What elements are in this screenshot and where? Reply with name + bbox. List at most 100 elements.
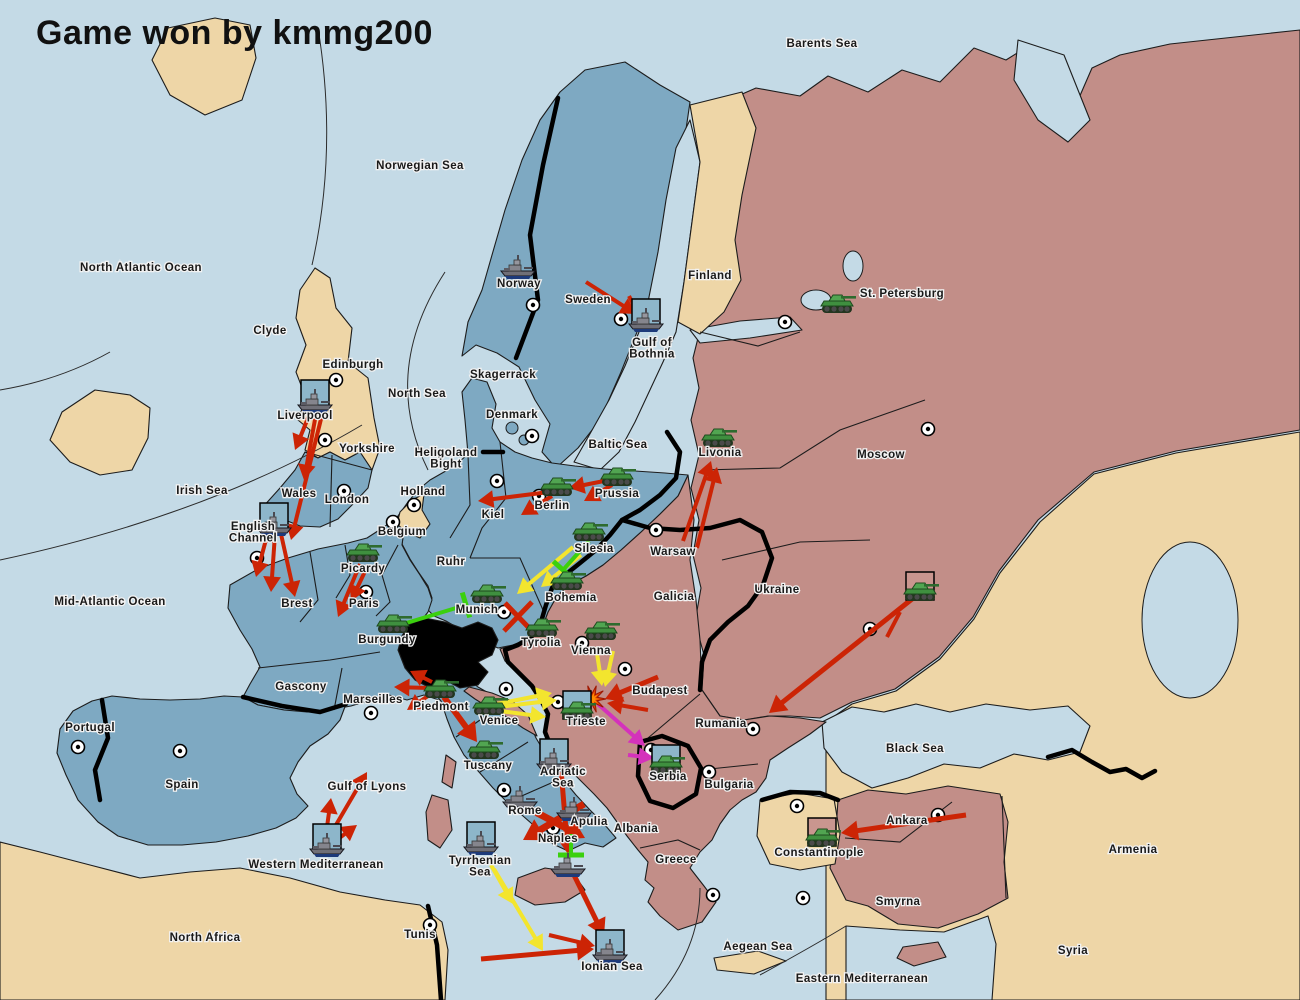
order-arrow-yellow xyxy=(499,706,546,724)
landmass-ireland xyxy=(49,389,151,476)
label-north-atlantic-ocean: North Atlantic Ocean xyxy=(80,262,202,274)
order-arrow-red xyxy=(251,531,270,577)
supply-center-dot xyxy=(385,514,401,530)
unit-layer xyxy=(256,254,940,964)
label-serbia: Serbia xyxy=(649,771,687,783)
label-gascony: Gascony xyxy=(275,681,327,693)
army-unit-serbia xyxy=(649,744,686,775)
label-western-mediterranean: Western Mediterranean xyxy=(248,859,383,871)
label-albania: Albania xyxy=(614,823,659,835)
label-english-channel: English Channel xyxy=(229,521,277,545)
army-unit-trieste xyxy=(560,690,597,721)
label-trieste: Trieste xyxy=(566,716,606,728)
supply-center-layer xyxy=(70,297,946,933)
label-ukraine: Ukraine xyxy=(755,584,800,596)
order-arrow-red xyxy=(695,467,722,549)
landmasses xyxy=(0,17,1300,1000)
order-arrow-red xyxy=(584,483,613,502)
fleet-unit-adriatic-sea xyxy=(536,738,572,773)
order-arrow-red xyxy=(607,696,649,715)
label-north-sea: North Sea xyxy=(388,388,446,400)
label-tyrolia: Tyrolia xyxy=(521,637,561,649)
landmass-south-england-wales xyxy=(261,451,373,528)
label-piedmont: Piedmont xyxy=(413,701,469,713)
order-arrow-red xyxy=(292,412,312,450)
label-tunis: Tunis xyxy=(404,929,436,941)
fleet-unit-english-channel xyxy=(256,502,292,537)
danish-island xyxy=(505,421,519,435)
label-belgium: Belgium xyxy=(378,526,426,538)
order-arrow-red xyxy=(605,674,659,702)
label-picardy: Picardy xyxy=(341,563,386,575)
supply-center-dot xyxy=(336,483,352,499)
order-arrow-layer xyxy=(251,280,967,962)
label-tyrrhenian-sea: Tyrrhenian Sea xyxy=(449,855,512,879)
landmass-north-africa xyxy=(0,841,449,1000)
label-budapest: Budapest xyxy=(632,685,688,697)
supply-center-dot xyxy=(317,432,333,448)
fleet-unit-gulf-of-bothnia xyxy=(628,298,664,333)
order-arrow-red xyxy=(349,564,370,601)
order-arrow-magenta xyxy=(627,747,654,766)
label-adriatic-sea: Adriatic Sea xyxy=(540,766,586,790)
fleet-unit-tyrrhenian-sea xyxy=(463,821,499,856)
label-gulf-of-lyons: Gulf of Lyons xyxy=(328,781,407,793)
island-corsica xyxy=(441,754,457,789)
supply-center-dot xyxy=(613,311,629,327)
label-rome: Rome xyxy=(508,805,542,817)
supply-center-dot xyxy=(648,522,664,538)
landmass-iceland xyxy=(151,17,257,116)
label-brest: Brest xyxy=(281,598,312,610)
order-arrow-yellow xyxy=(517,545,575,594)
label-heligoland-bight: Heligoland Bight xyxy=(415,447,478,471)
army-unit-constantinople xyxy=(805,817,842,848)
map-title: Game won by kmmg200 xyxy=(36,14,433,52)
supply-center-dot xyxy=(701,764,717,780)
lake-onega xyxy=(842,250,864,282)
label-venice: Venice xyxy=(480,715,519,727)
supply-center-dot xyxy=(745,721,761,737)
label-st-petersburg: St. Petersburg xyxy=(860,288,944,300)
label-mid-atlantic-ocean: Mid-Atlantic Ocean xyxy=(54,596,165,608)
label-smyrna: Smyrna xyxy=(876,896,921,908)
label-eastern-mediterranean: Eastern Mediterranean xyxy=(796,973,928,985)
order-arrow-red xyxy=(841,812,967,841)
order-arrow-red xyxy=(410,669,433,686)
order-arrow-yellow xyxy=(498,693,557,711)
order-arrow-red xyxy=(885,611,902,638)
supply-center-dot xyxy=(406,497,422,513)
territory-label-layer: Barents Sea Norwegian Sea North Atlantic O… xyxy=(53,37,1158,987)
label-naples: Naples xyxy=(538,833,578,845)
label-vienna: Vienna xyxy=(571,645,611,657)
fleet-unit-ionian-sea xyxy=(592,929,628,964)
supply-center-dot xyxy=(489,473,505,489)
label-rumania: Rumania xyxy=(695,718,747,730)
label-north-africa: North Africa xyxy=(170,932,241,944)
label-bohemia: Bohemia xyxy=(545,592,597,604)
order-arrow-red xyxy=(521,494,554,515)
order-arrow-red xyxy=(441,695,477,742)
supply-center-dot xyxy=(328,372,344,388)
supply-center-dot xyxy=(422,917,438,933)
order-arrow-red xyxy=(681,461,715,542)
label-marseilles: Marseilles xyxy=(343,694,403,706)
label-galicia: Galicia xyxy=(654,591,695,603)
supply-center-dot xyxy=(705,887,721,903)
province-borders xyxy=(257,331,1007,899)
island-sardinia xyxy=(425,794,453,849)
landmass-anatolia xyxy=(829,785,1009,929)
supply-center-dot xyxy=(524,428,540,444)
label-silesia: Silesia xyxy=(574,543,613,555)
order-arrow-red xyxy=(502,600,534,633)
supply-center-dot xyxy=(172,743,188,759)
label-holland: Holland xyxy=(401,486,446,498)
sea-zone-borders xyxy=(0,27,847,1000)
label-baltic-sea: Baltic Sea xyxy=(589,439,648,451)
island-sicily xyxy=(514,867,586,906)
order-arrow-red xyxy=(478,490,550,508)
label-greece: Greece xyxy=(655,854,696,866)
island-cyprus xyxy=(896,941,947,967)
label-black-sea: Black Sea xyxy=(886,743,944,755)
island-crete xyxy=(713,950,787,975)
